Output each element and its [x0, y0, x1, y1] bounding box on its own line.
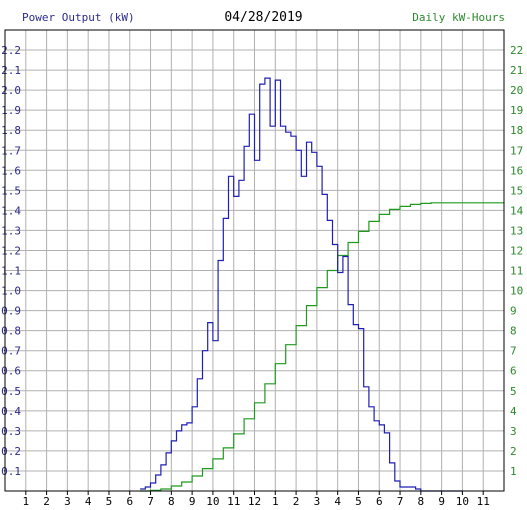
y-left-tick-label: 0.9 [1, 305, 21, 318]
x-tick-label: 3 [64, 495, 71, 508]
x-tick-label: 7 [397, 495, 404, 508]
y-right-tick-label: 14 [510, 204, 524, 217]
y-right-tick-label: 1 [510, 465, 517, 478]
x-tick-label: 6 [126, 495, 133, 508]
y-right-tick-label: 10 [510, 285, 523, 298]
y-right-tick-label: 17 [510, 144, 523, 157]
y-right-tick-label: 8 [510, 325, 517, 338]
y-left-tick-label: 1.7 [1, 144, 21, 157]
x-tick-label: 9 [438, 495, 445, 508]
y-right-tick-label: 5 [510, 385, 517, 398]
y-left-tick-label: 1.6 [1, 164, 21, 177]
y-left-tick-label: 0.1 [1, 465, 21, 478]
x-tick-label: 9 [189, 495, 196, 508]
y-right-tick-label: 3 [510, 425, 517, 438]
y-right-tick-label: 20 [510, 84, 523, 97]
x-tick-label: 3 [314, 495, 321, 508]
y-left-tick-label: 1.0 [1, 285, 21, 298]
x-tick-label: 2 [293, 495, 300, 508]
y-right-tick-label: 13 [510, 224, 523, 237]
y-right-tick-label: 21 [510, 64, 523, 77]
left-axis-title: Power Output (kW) [22, 11, 135, 24]
y-left-tick-label: 2.0 [1, 84, 21, 97]
x-tick-label: 4 [85, 495, 92, 508]
y-left-tick-label: 0.7 [1, 345, 21, 358]
x-tick-label: 5 [106, 495, 113, 508]
chart-date-title: 04/28/2019 [224, 10, 303, 25]
x-tick-label: 4 [334, 495, 341, 508]
x-tick-label: 6 [376, 495, 383, 508]
y-right-tick-label: 6 [510, 365, 517, 378]
x-tick-label: 10 [456, 495, 469, 508]
y-right-tick-label: 7 [510, 345, 517, 358]
y-left-tick-label: 1.1 [1, 265, 21, 278]
y-left-tick-label: 2.1 [1, 64, 21, 77]
y-left-tick-label: 0.5 [1, 385, 21, 398]
x-tick-label: 8 [418, 495, 425, 508]
x-tick-label: 1 [272, 495, 279, 508]
x-tick-label: 11 [227, 495, 240, 508]
x-tick-label: 1 [22, 495, 29, 508]
y-right-tick-label: 22 [510, 44, 523, 57]
y-left-tick-label: 0.6 [1, 365, 21, 378]
y-right-tick-label: 2 [510, 445, 517, 458]
x-tick-label: 12 [248, 495, 261, 508]
y-right-tick-label: 15 [510, 184, 523, 197]
y-right-tick-label: 12 [510, 244, 523, 257]
y-left-tick-label: 1.9 [1, 104, 21, 117]
axis-ticks: 1 2 3 4 5 6 7 8 9 10 11 12 1 2 3 4 5 6 7 8 9 10 110.10.20.30.4… [1, 44, 523, 508]
y-left-tick-label: 2.2 [1, 44, 21, 57]
y-left-tick-label: 0.2 [1, 445, 21, 458]
x-tick-label: 7 [147, 495, 154, 508]
y-left-tick-label: 1.2 [1, 244, 21, 257]
right-axis-title: Daily kW-Hours [412, 11, 505, 24]
y-right-tick-label: 16 [510, 164, 523, 177]
y-right-tick-label: 4 [510, 405, 517, 418]
y-left-tick-label: 0.4 [1, 405, 21, 418]
plot-frame [4, 29, 505, 492]
y-left-tick-label: 0.3 [1, 425, 21, 438]
y-right-tick-label: 9 [510, 305, 517, 318]
y-right-tick-label: 19 [510, 104, 523, 117]
chart-series [140, 77, 504, 492]
x-tick-label: 11 [477, 495, 490, 508]
y-left-tick-label: 0.8 [1, 325, 21, 338]
series-line-daily-kwh [140, 202, 504, 492]
grid-lines [5, 30, 504, 491]
x-tick-label: 5 [355, 495, 362, 508]
y-left-tick-label: 1.3 [1, 224, 21, 237]
y-left-tick-label: 1.5 [1, 184, 21, 197]
y-right-tick-label: 18 [510, 124, 523, 137]
x-tick-label: 10 [206, 495, 219, 508]
y-right-tick-label: 11 [510, 265, 523, 278]
y-left-tick-label: 1.4 [1, 204, 21, 217]
x-tick-label: 8 [168, 495, 175, 508]
x-tick-label: 2 [43, 495, 50, 508]
series-line-power-output [140, 77, 463, 492]
y-left-tick-label: 1.8 [1, 124, 21, 137]
